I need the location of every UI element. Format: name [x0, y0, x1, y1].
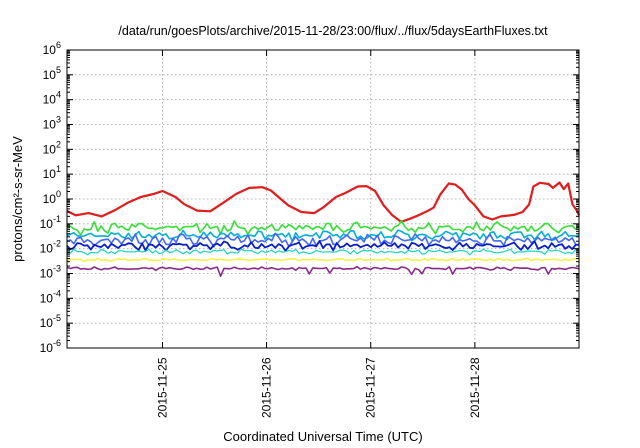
- y-tick-label: 105: [43, 65, 61, 82]
- x-axis-label: Coordinated Universal Time (UTC): [223, 429, 422, 444]
- series-line-8: [66, 265, 580, 277]
- y-tick-label: 10-4: [40, 288, 61, 305]
- x-tick-label: 2015-11-26: [260, 357, 274, 418]
- grid-lines: [67, 50, 579, 348]
- x-tick-label: 2015-11-28: [468, 357, 482, 418]
- series-line-1: [66, 181, 581, 223]
- series-group: [66, 181, 581, 277]
- series-line-7: [66, 257, 580, 262]
- y-tick-label: 10-2: [40, 239, 61, 256]
- series-line-5: [66, 240, 580, 252]
- x-tick-label: 2015-11-27: [364, 357, 378, 418]
- y-tick-label: 106: [43, 40, 61, 57]
- y-tick-label: 10-3: [40, 264, 61, 281]
- y-tick-labels: 10-6 10-5 10-4 10-3 10-2 10-1 100 101 102 103 104 1…: [40, 40, 61, 355]
- x-tick-labels: 2015-11-25 2015-11-26 2015-11-27 2015-11-28: [155, 357, 481, 418]
- y-tick-label: 10-6: [40, 338, 61, 355]
- y-tick-label: 10-5: [40, 313, 61, 330]
- series-line-6: [66, 248, 580, 256]
- chart-title: /data/run/goesPlots/archive/2015-11-28/2…: [118, 24, 548, 38]
- x-tick-label: 2015-11-25: [155, 357, 169, 418]
- y-tick-label: 104: [43, 90, 61, 107]
- series-line-4: [66, 232, 580, 248]
- series-line-2: [66, 220, 580, 236]
- y-tick-label: 101: [43, 164, 61, 181]
- y-axis-label: protons/cm²-s-sr-MeV: [10, 136, 25, 262]
- series-line-3: [66, 229, 580, 243]
- axis-ticks: [67, 49, 579, 349]
- y-tick-label: 100: [43, 189, 61, 206]
- y-tick-label: 10-1: [40, 214, 61, 231]
- y-tick-label: 102: [43, 139, 61, 156]
- y-tick-label: 103: [43, 115, 61, 132]
